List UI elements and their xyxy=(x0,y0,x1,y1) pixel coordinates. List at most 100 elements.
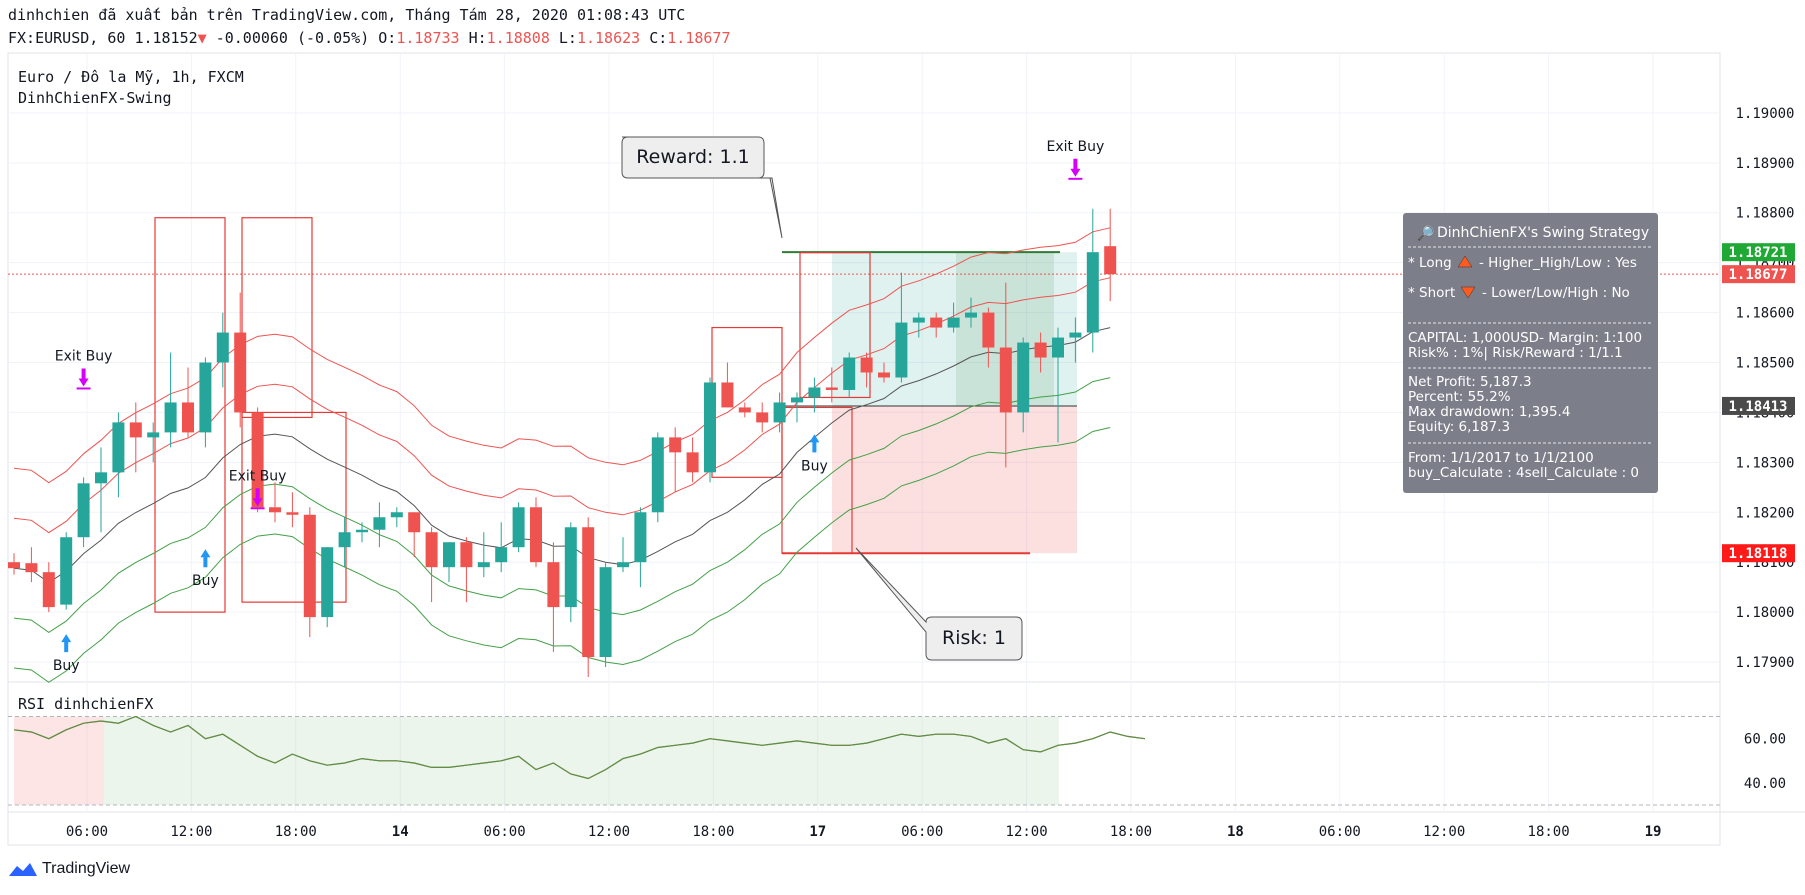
publish-line: dinhchien đã xuất bản trên TradingView.c… xyxy=(8,6,686,24)
candle-body xyxy=(425,532,438,568)
candle-body xyxy=(669,437,682,453)
candle-body xyxy=(182,402,194,433)
swing-bands xyxy=(13,227,1111,683)
chart-canvas[interactable]: Buy Buy Buy Exit Buy Exit Buy Exit Buy 1.1900… xyxy=(0,0,1805,855)
swing-box xyxy=(241,217,313,419)
exit-buy-arrow-icon xyxy=(78,368,89,387)
candle-body xyxy=(1069,332,1082,338)
time-tick-label: 06:00 xyxy=(66,824,108,840)
high-value: 1.18808 xyxy=(486,29,550,47)
tradingview-logo[interactable]: TradingView xyxy=(8,860,130,878)
candle-body xyxy=(199,362,212,433)
search-icon: 🔎 xyxy=(1417,224,1435,242)
price-tag xyxy=(1722,265,1795,284)
rsi-tick-label: 40.00 xyxy=(1744,776,1786,792)
exit-buy-label: Exit Buy xyxy=(55,348,113,364)
candle-body xyxy=(1104,246,1117,275)
strategy-info-box: 🔎 DinhChienFX's Swing Strategy * Long - … xyxy=(1403,213,1658,493)
candle-body xyxy=(1052,337,1064,358)
close-label: C: xyxy=(649,29,668,47)
high-label: H: xyxy=(468,29,487,47)
price-tag-label: 1.18413 xyxy=(1728,399,1787,415)
legend-study: DinhChienFX-Swing xyxy=(18,89,172,107)
candle-body xyxy=(269,507,281,513)
price-tag-label: 1.18118 xyxy=(1728,546,1787,562)
info-title: DinhChienFX's Swing Strategy xyxy=(1437,225,1649,241)
candle-body xyxy=(965,312,977,318)
info-long-rule: - Higher_High/Low : Yes xyxy=(1479,255,1637,271)
candle-body xyxy=(356,529,368,533)
price-tag xyxy=(1722,243,1795,262)
candle-body xyxy=(147,432,160,438)
candle-body xyxy=(1017,342,1030,413)
candle-body xyxy=(164,402,177,433)
down-triangle-icon xyxy=(1460,286,1476,299)
info-net-profit: Net Profit: 5,187.3 xyxy=(1408,374,1532,390)
candle-body xyxy=(878,372,890,378)
buy-label: Buy xyxy=(801,458,828,474)
last-price: 1.18152 xyxy=(134,29,198,47)
time-tick-label: 12:00 xyxy=(1006,824,1048,840)
rsi-title: RSI dinhchienFX xyxy=(18,695,153,713)
candle-body xyxy=(582,527,595,658)
info-percent: Percent: 55.2% xyxy=(1408,389,1511,405)
price-tick-label: 1.18000 xyxy=(1735,605,1794,621)
price-tick-label: 1.18300 xyxy=(1735,455,1794,471)
reward-callout: Reward: 1.1 xyxy=(621,136,783,239)
close-value: 1.18677 xyxy=(667,29,731,47)
candle-body xyxy=(547,562,560,608)
info-risk: Risk% : 1%| Risk/Reward : 1/1.1 xyxy=(1408,345,1623,361)
candle-body xyxy=(234,332,247,413)
candle-body xyxy=(25,563,38,573)
candle-body xyxy=(477,562,490,568)
time-tick-label: 06:00 xyxy=(484,824,526,840)
price-tick-label: 1.19000 xyxy=(1735,106,1794,122)
candle-body xyxy=(216,332,229,363)
up-triangle-icon xyxy=(1457,255,1473,268)
candle-body xyxy=(129,422,142,438)
price-tick-label: 1.17900 xyxy=(1735,655,1794,671)
risk-label: Risk: 1 xyxy=(942,627,1006,649)
low-label: L: xyxy=(558,29,577,47)
time-tick-label: 17 xyxy=(809,824,826,840)
exit-buy-label: Exit Buy xyxy=(1047,139,1105,155)
time-tick-label: 06:00 xyxy=(901,824,943,840)
lower-band-line xyxy=(13,377,1111,634)
candle-body xyxy=(8,562,20,569)
time-tick-label: 12:00 xyxy=(170,824,212,840)
ohlc-legend: FX:EURUSD, 60 1.18152▼ -0.00060 (-0.05%)… xyxy=(8,29,731,47)
time-axis[interactable]: 06:00 12:00 18:00 14 06:00 12:00 18:00 17 06:00 1… xyxy=(66,824,1662,840)
candle-body xyxy=(860,357,873,373)
time-tick-label: 18:00 xyxy=(1528,824,1570,840)
candle-body xyxy=(808,387,821,398)
time-tick-label: 14 xyxy=(392,824,409,840)
price-axis[interactable]: 1.190001.189001.188001.187001.186001.185… xyxy=(1722,106,1795,792)
price-tag-label: 1.18677 xyxy=(1728,267,1787,283)
candle-body xyxy=(634,512,647,563)
reward-label: Reward: 1.1 xyxy=(636,146,749,168)
candle-body xyxy=(303,514,316,618)
open-label: O: xyxy=(378,29,397,47)
candle-body xyxy=(895,322,908,378)
info-capital: CAPITAL: 1,000USD- Margin: 1:100 xyxy=(1408,330,1642,346)
candles xyxy=(8,208,1117,678)
buy-arrow-icon xyxy=(809,434,820,453)
info-short-rule: - Lower/Low/High : No xyxy=(1482,285,1630,301)
swing-box xyxy=(799,252,871,399)
legend-title: Euro / Đô la Mỹ, 1h, FXCM xyxy=(18,68,244,86)
tradingview-logo-icon xyxy=(9,863,37,876)
price-tag xyxy=(1722,544,1795,563)
price-tick-label: 1.18600 xyxy=(1735,306,1794,322)
candle-body xyxy=(564,527,577,608)
info-date-range: From: 1/1/2017 to 1/1/2100 xyxy=(1408,450,1594,466)
price-change: -0.00060 (-0.05%) xyxy=(215,29,370,47)
low-value: 1.18623 xyxy=(576,29,641,47)
candle-body xyxy=(930,317,943,328)
candle-body xyxy=(338,532,351,548)
swing-box xyxy=(154,217,226,613)
rsi-line-overlay xyxy=(13,715,1146,780)
swing-box xyxy=(781,406,853,554)
rsi-overbought-zone xyxy=(14,716,104,805)
candle-body xyxy=(947,317,960,328)
candle-body xyxy=(704,382,716,473)
